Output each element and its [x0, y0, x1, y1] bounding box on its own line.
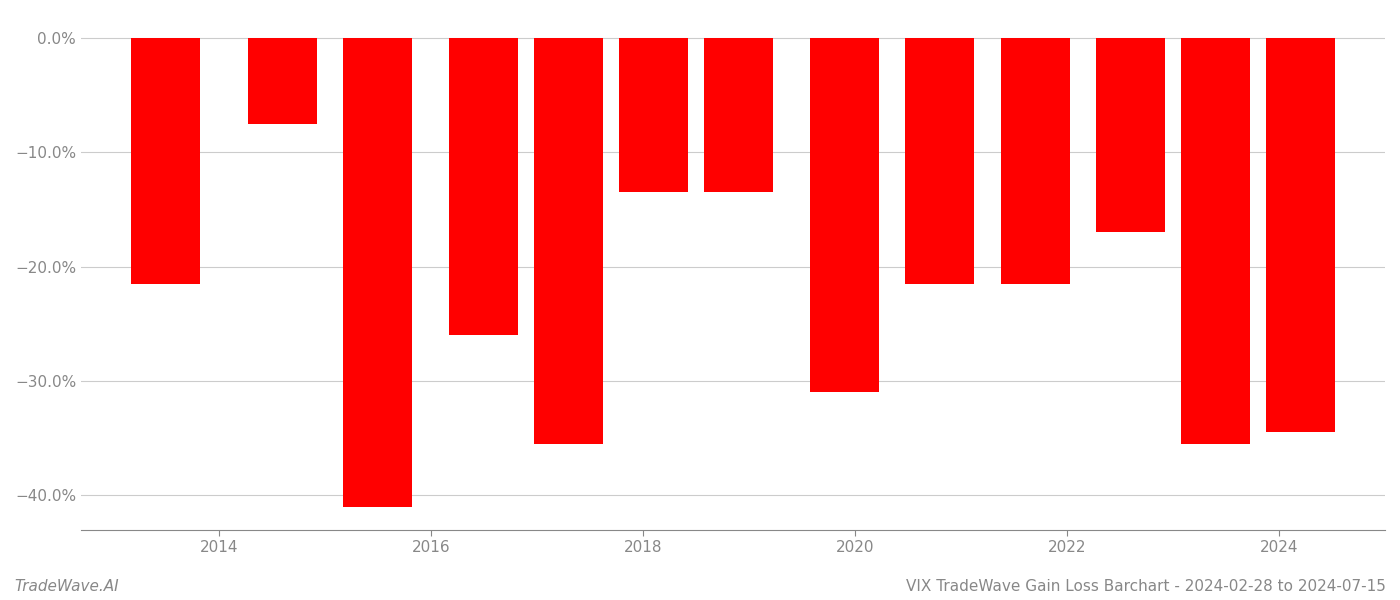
Bar	[248, 38, 316, 124]
Bar	[132, 38, 200, 284]
Text: TradeWave.AI: TradeWave.AI	[14, 579, 119, 594]
Bar	[343, 38, 413, 507]
Bar	[1266, 38, 1334, 433]
Bar	[1001, 38, 1070, 284]
Bar	[535, 38, 603, 444]
Bar	[1096, 38, 1165, 232]
Text: VIX TradeWave Gain Loss Barchart - 2024-02-28 to 2024-07-15: VIX TradeWave Gain Loss Barchart - 2024-…	[906, 579, 1386, 594]
Bar	[449, 38, 518, 335]
Bar	[1182, 38, 1250, 444]
Bar	[704, 38, 773, 192]
Bar	[906, 38, 974, 284]
Bar	[619, 38, 687, 192]
Bar	[811, 38, 879, 392]
